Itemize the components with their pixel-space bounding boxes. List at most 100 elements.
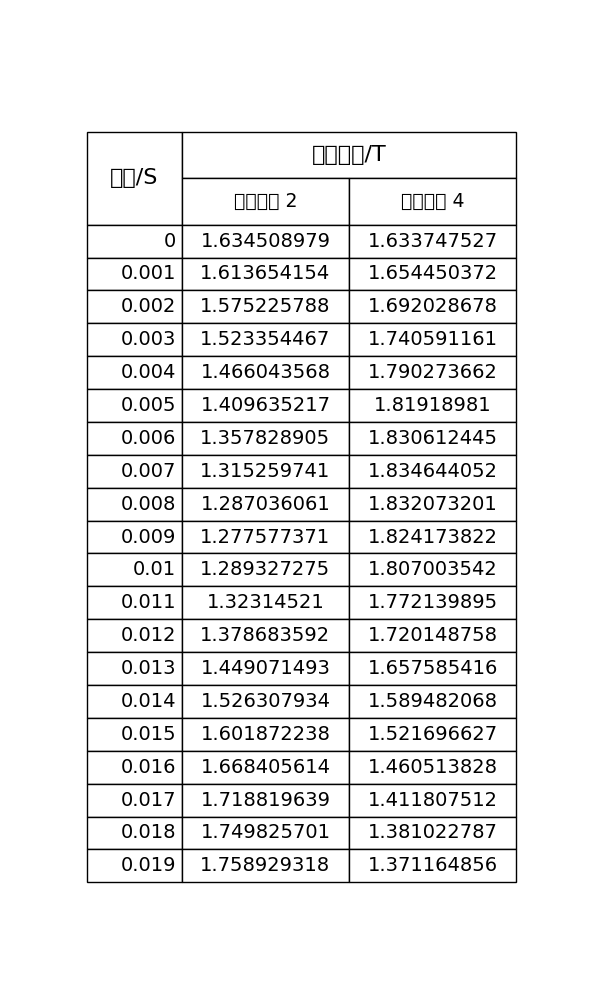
Bar bbox=[182, 619, 349, 652]
Bar bbox=[182, 553, 349, 586]
Text: 1.277577371: 1.277577371 bbox=[200, 528, 330, 547]
Bar bbox=[87, 225, 182, 258]
Text: 0.009: 0.009 bbox=[121, 528, 176, 547]
Text: 0.012: 0.012 bbox=[121, 626, 176, 645]
Text: 0.019: 0.019 bbox=[121, 856, 176, 875]
Bar bbox=[182, 488, 349, 521]
Text: 0.002: 0.002 bbox=[121, 297, 176, 316]
Bar bbox=[182, 290, 349, 323]
Text: 1.634508979: 1.634508979 bbox=[200, 232, 330, 251]
Text: 1.460513828: 1.460513828 bbox=[368, 758, 498, 777]
Text: 1.81918981: 1.81918981 bbox=[374, 396, 492, 415]
Text: 1.466043568: 1.466043568 bbox=[200, 363, 330, 382]
Text: 0.007: 0.007 bbox=[121, 462, 176, 481]
Text: 0.001: 0.001 bbox=[121, 264, 176, 283]
Bar bbox=[87, 652, 182, 685]
Bar bbox=[349, 225, 517, 258]
Bar bbox=[87, 619, 182, 652]
Bar bbox=[349, 849, 517, 882]
Bar bbox=[349, 290, 517, 323]
Text: 1.718819639: 1.718819639 bbox=[200, 791, 330, 810]
Text: 0.017: 0.017 bbox=[121, 791, 176, 810]
Bar bbox=[182, 455, 349, 488]
Bar bbox=[182, 258, 349, 290]
Bar bbox=[87, 389, 182, 422]
Bar bbox=[349, 488, 517, 521]
Text: 0.006: 0.006 bbox=[121, 429, 176, 448]
Bar bbox=[182, 817, 349, 849]
Text: 1.289327275: 1.289327275 bbox=[200, 560, 330, 579]
Bar bbox=[87, 849, 182, 882]
Bar bbox=[87, 817, 182, 849]
Text: 1.449071493: 1.449071493 bbox=[200, 659, 330, 678]
Text: 0.015: 0.015 bbox=[121, 725, 176, 744]
Text: 磁通密度/T: 磁通密度/T bbox=[312, 145, 386, 165]
Bar bbox=[182, 356, 349, 389]
Text: 1.526307934: 1.526307934 bbox=[200, 692, 330, 711]
Bar bbox=[182, 422, 349, 455]
Text: 0.013: 0.013 bbox=[121, 659, 176, 678]
Text: 1.668405614: 1.668405614 bbox=[200, 758, 330, 777]
Text: 0.003: 0.003 bbox=[121, 330, 176, 349]
Text: 1.692028678: 1.692028678 bbox=[368, 297, 498, 316]
Bar bbox=[182, 132, 517, 178]
Text: 1.32314521: 1.32314521 bbox=[207, 593, 325, 612]
Text: 1.772139895: 1.772139895 bbox=[368, 593, 498, 612]
Text: 1.601872238: 1.601872238 bbox=[200, 725, 330, 744]
Text: 0.01: 0.01 bbox=[133, 560, 176, 579]
Bar bbox=[349, 718, 517, 751]
Bar bbox=[349, 652, 517, 685]
Text: 1.378683592: 1.378683592 bbox=[200, 626, 330, 645]
Bar bbox=[182, 849, 349, 882]
Text: 0.005: 0.005 bbox=[121, 396, 176, 415]
Text: 1.834644052: 1.834644052 bbox=[368, 462, 498, 481]
Text: 0.008: 0.008 bbox=[121, 495, 176, 514]
Bar bbox=[182, 751, 349, 784]
Bar bbox=[349, 586, 517, 619]
Text: 1.613654154: 1.613654154 bbox=[200, 264, 330, 283]
Bar bbox=[349, 784, 517, 817]
Bar bbox=[349, 751, 517, 784]
Bar bbox=[87, 685, 182, 718]
Bar bbox=[87, 290, 182, 323]
Text: 0.016: 0.016 bbox=[121, 758, 176, 777]
Text: 1.749825701: 1.749825701 bbox=[200, 823, 330, 842]
Bar bbox=[182, 521, 349, 553]
Text: 1.654450372: 1.654450372 bbox=[368, 264, 498, 283]
Bar bbox=[87, 784, 182, 817]
Bar bbox=[349, 521, 517, 553]
Text: 1.589482068: 1.589482068 bbox=[368, 692, 498, 711]
Text: 1.357828905: 1.357828905 bbox=[200, 429, 330, 448]
Bar bbox=[182, 652, 349, 685]
Bar bbox=[87, 323, 182, 356]
Bar bbox=[182, 685, 349, 718]
Text: 1.523354467: 1.523354467 bbox=[200, 330, 330, 349]
Bar bbox=[87, 356, 182, 389]
Text: 1.657585416: 1.657585416 bbox=[368, 659, 498, 678]
Text: 1.315259741: 1.315259741 bbox=[200, 462, 330, 481]
Text: 1.824173822: 1.824173822 bbox=[368, 528, 498, 547]
Bar bbox=[349, 817, 517, 849]
Text: 0.011: 0.011 bbox=[121, 593, 176, 612]
Bar bbox=[182, 718, 349, 751]
Text: 0.014: 0.014 bbox=[121, 692, 176, 711]
Bar bbox=[349, 323, 517, 356]
Bar bbox=[182, 323, 349, 356]
Bar bbox=[87, 553, 182, 586]
Bar bbox=[87, 132, 182, 225]
Text: 1.287036061: 1.287036061 bbox=[200, 495, 330, 514]
Bar bbox=[349, 455, 517, 488]
Bar bbox=[349, 258, 517, 290]
Bar bbox=[349, 389, 517, 422]
Text: 1.740591161: 1.740591161 bbox=[368, 330, 498, 349]
Bar bbox=[349, 619, 517, 652]
Text: 0: 0 bbox=[164, 232, 176, 251]
Text: 直流绕组 4: 直流绕组 4 bbox=[401, 192, 465, 211]
Text: 时间/S: 时间/S bbox=[110, 168, 158, 188]
Bar bbox=[349, 422, 517, 455]
Text: 1.720148758: 1.720148758 bbox=[368, 626, 498, 645]
Bar bbox=[87, 422, 182, 455]
Bar bbox=[182, 178, 349, 225]
Text: 1.633747527: 1.633747527 bbox=[368, 232, 498, 251]
Bar bbox=[87, 718, 182, 751]
